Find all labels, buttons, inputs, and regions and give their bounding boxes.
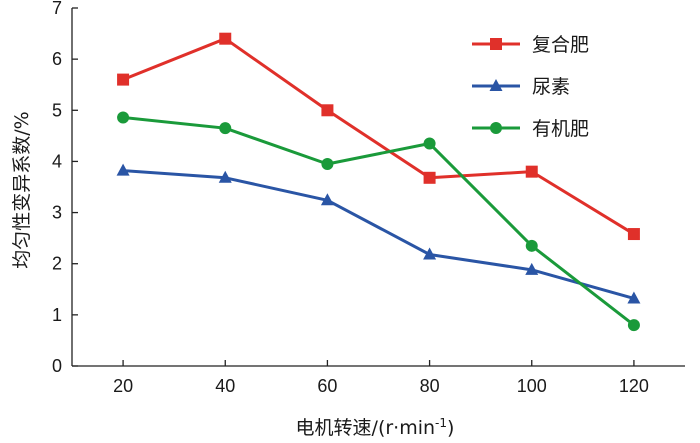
x-tick-label: 40: [215, 376, 235, 396]
y-axis-label: 均匀性变异系数/%: [11, 111, 33, 268]
y-tick-label: 7: [52, 0, 62, 18]
legend-label: 复合肥: [532, 34, 589, 56]
series-line: [122, 169, 635, 300]
data-point: [525, 262, 539, 275]
y-axis-ticks: 0 1 2 3 4 5 6 7: [52, 0, 78, 376]
data-point: [627, 228, 640, 241]
series-3: [117, 111, 640, 332]
data-point: [423, 247, 437, 260]
x-tick-label: 120: [619, 376, 649, 396]
legend-entry: 尿素: [472, 76, 570, 98]
data-point: [219, 122, 232, 135]
data-point: [321, 157, 334, 170]
data-point: [320, 193, 334, 206]
data-point: [116, 163, 130, 176]
data-point: [627, 291, 641, 304]
data-point: [117, 73, 130, 86]
y-tick-label: 4: [52, 151, 62, 171]
series-line: [122, 115, 635, 327]
x-tick-label: 60: [317, 376, 337, 396]
data-point: [525, 239, 538, 252]
y-tick-label: 3: [52, 203, 62, 223]
legend-entry: 有机肥: [472, 118, 589, 140]
x-tick-label: 20: [113, 376, 133, 396]
legend-marker: [490, 38, 502, 50]
x-axis-ticks: 20 40 60 80 100 120: [113, 360, 649, 396]
data-point: [423, 137, 436, 150]
x-axis-label: 电机转速/(r·min-1): [296, 416, 455, 439]
axes: [71, 8, 685, 367]
series-2: [116, 163, 641, 304]
series-1: [117, 32, 640, 241]
legend-entry: 复合肥: [472, 34, 589, 56]
y-tick-label: 0: [52, 356, 62, 376]
series-line: [122, 37, 635, 236]
y-tick-label: 6: [52, 49, 62, 69]
series-layer: [116, 32, 641, 332]
data-point: [219, 32, 232, 45]
x-tick-label: 80: [420, 376, 440, 396]
y-tick-label: 1: [52, 305, 62, 325]
data-point: [423, 171, 436, 184]
legend-marker: [490, 122, 502, 134]
legend-marker: [489, 79, 503, 91]
legend-label: 有机肥: [532, 118, 589, 140]
data-point: [627, 319, 640, 332]
data-point: [218, 170, 232, 183]
data-point: [525, 165, 538, 178]
y-tick-label: 5: [52, 100, 62, 120]
y-tick-label: 2: [52, 254, 62, 274]
x-tick-label: 100: [517, 376, 547, 396]
data-point: [117, 111, 130, 124]
legend-label: 尿素: [532, 76, 570, 98]
data-point: [321, 104, 334, 117]
